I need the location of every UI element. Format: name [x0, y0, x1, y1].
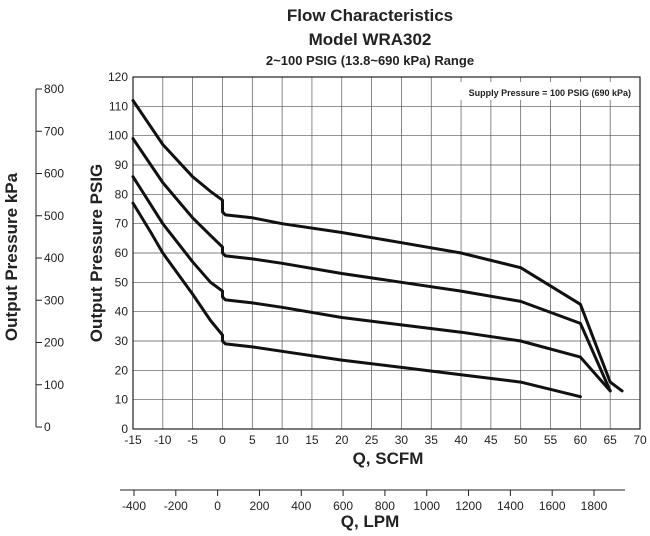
lpm-axis-label: Q, LPM	[341, 512, 400, 531]
y-tick-label: 20	[115, 363, 129, 377]
y-tick-label: 40	[115, 305, 129, 319]
lpm-tick-label: 800	[375, 499, 395, 513]
x-tick-label: 0	[219, 433, 226, 447]
lpm-tick-label: 600	[333, 499, 353, 513]
y-tick-label: 120	[108, 70, 128, 84]
grid	[132, 76, 641, 430]
y-tick-label: 30	[115, 334, 129, 348]
lpm-tick-label: -200	[164, 499, 188, 513]
x-tick-label: 5	[249, 433, 256, 447]
chart-model-subtitle: Model WRA302	[309, 30, 432, 49]
y-tick-label: 60	[115, 246, 129, 260]
y-tick-label: 50	[115, 275, 129, 289]
chart-title: Flow Characteristics	[287, 6, 453, 25]
lpm-tick-label: 1800	[581, 499, 608, 513]
y-tick-label: 0	[121, 422, 128, 436]
flow-curve	[131, 99, 624, 393]
flow-curve	[131, 201, 582, 399]
supply-pressure-label-box	[440, 82, 636, 100]
kpa-tick-label: 300	[44, 293, 64, 307]
lpm-tick-label: 1000	[413, 499, 440, 513]
x-tick-label: 10	[275, 433, 289, 447]
y-tick-label: 80	[115, 187, 129, 201]
series-layer	[131, 99, 624, 399]
lpm-tick-label: 0	[214, 499, 221, 513]
supply-pressure-annotation: Supply Pressure = 100 PSIG (690 kPa)	[469, 88, 631, 98]
x-tick-label: -5	[187, 433, 198, 447]
lpm-tick-label: 1400	[497, 499, 524, 513]
lpm-tick-label: -400	[122, 499, 146, 513]
lpm-tick-label: 1200	[455, 499, 482, 513]
lpm-tick-label: 400	[291, 499, 311, 513]
x-ticks: -15 -10 -5 0 5 10 15 20 25 30 35 40 45 50 55 60 65 70	[124, 433, 647, 447]
lpm-ticks: -400 -200 0 200 400 600 800 1000 1200 1400 1600 180…	[122, 490, 608, 513]
flow-curve	[131, 137, 612, 393]
kpa-tick-label: 200	[44, 336, 64, 350]
x-tick-label: 50	[514, 433, 528, 447]
kpa-tick-label: 0	[44, 420, 51, 434]
y-tick-label: 90	[115, 158, 129, 172]
x-tick-label: 15	[305, 433, 319, 447]
x-tick-label: 60	[574, 433, 588, 447]
kpa-axis-label: Output Pressure kPa	[2, 172, 21, 341]
x-tick-label: -15	[124, 433, 142, 447]
x-tick-label: -10	[154, 433, 172, 447]
x-tick-label: 45	[484, 433, 498, 447]
lpm-tick-label: 200	[249, 499, 269, 513]
kpa-tick-label: 500	[44, 209, 64, 223]
kpa-ticks: 0 100 200 300 400 500 600 700 800	[36, 82, 64, 434]
kpa-tick-label: 100	[44, 378, 64, 392]
kpa-tick-label: 700	[44, 124, 64, 138]
y-tick-label: 70	[115, 217, 129, 231]
kpa-tick-label: 800	[44, 82, 64, 96]
x-tick-label: 20	[335, 433, 349, 447]
x-tick-label: 40	[454, 433, 468, 447]
y-tick-label: 10	[115, 393, 129, 407]
x-tick-label: 35	[425, 433, 439, 447]
lpm-tick-label: 1600	[539, 499, 566, 513]
x-tick-label: 65	[603, 433, 617, 447]
chart-range-subtitle: 2~100 PSIG (13.8~690 kPa) Range	[266, 53, 474, 68]
y-tick-label: 100	[108, 129, 128, 143]
kpa-tick-label: 600	[44, 167, 64, 181]
x-tick-label: 25	[365, 433, 379, 447]
x-tick-label: 70	[633, 433, 647, 447]
x-tick-label: 55	[544, 433, 558, 447]
plot-frame	[132, 76, 641, 430]
x-tick-label: 30	[395, 433, 409, 447]
y-tick-label: 110	[109, 99, 128, 113]
y-axis-label: Output Pressure PSIG	[87, 164, 106, 343]
x-axis-label: Q, SCFM	[353, 449, 424, 468]
kpa-tick-label: 400	[44, 251, 64, 265]
y-ticks: 0 10 20 30 40 50 60 70 80 90 100 110 120	[108, 70, 128, 436]
flow-curve	[131, 175, 612, 393]
